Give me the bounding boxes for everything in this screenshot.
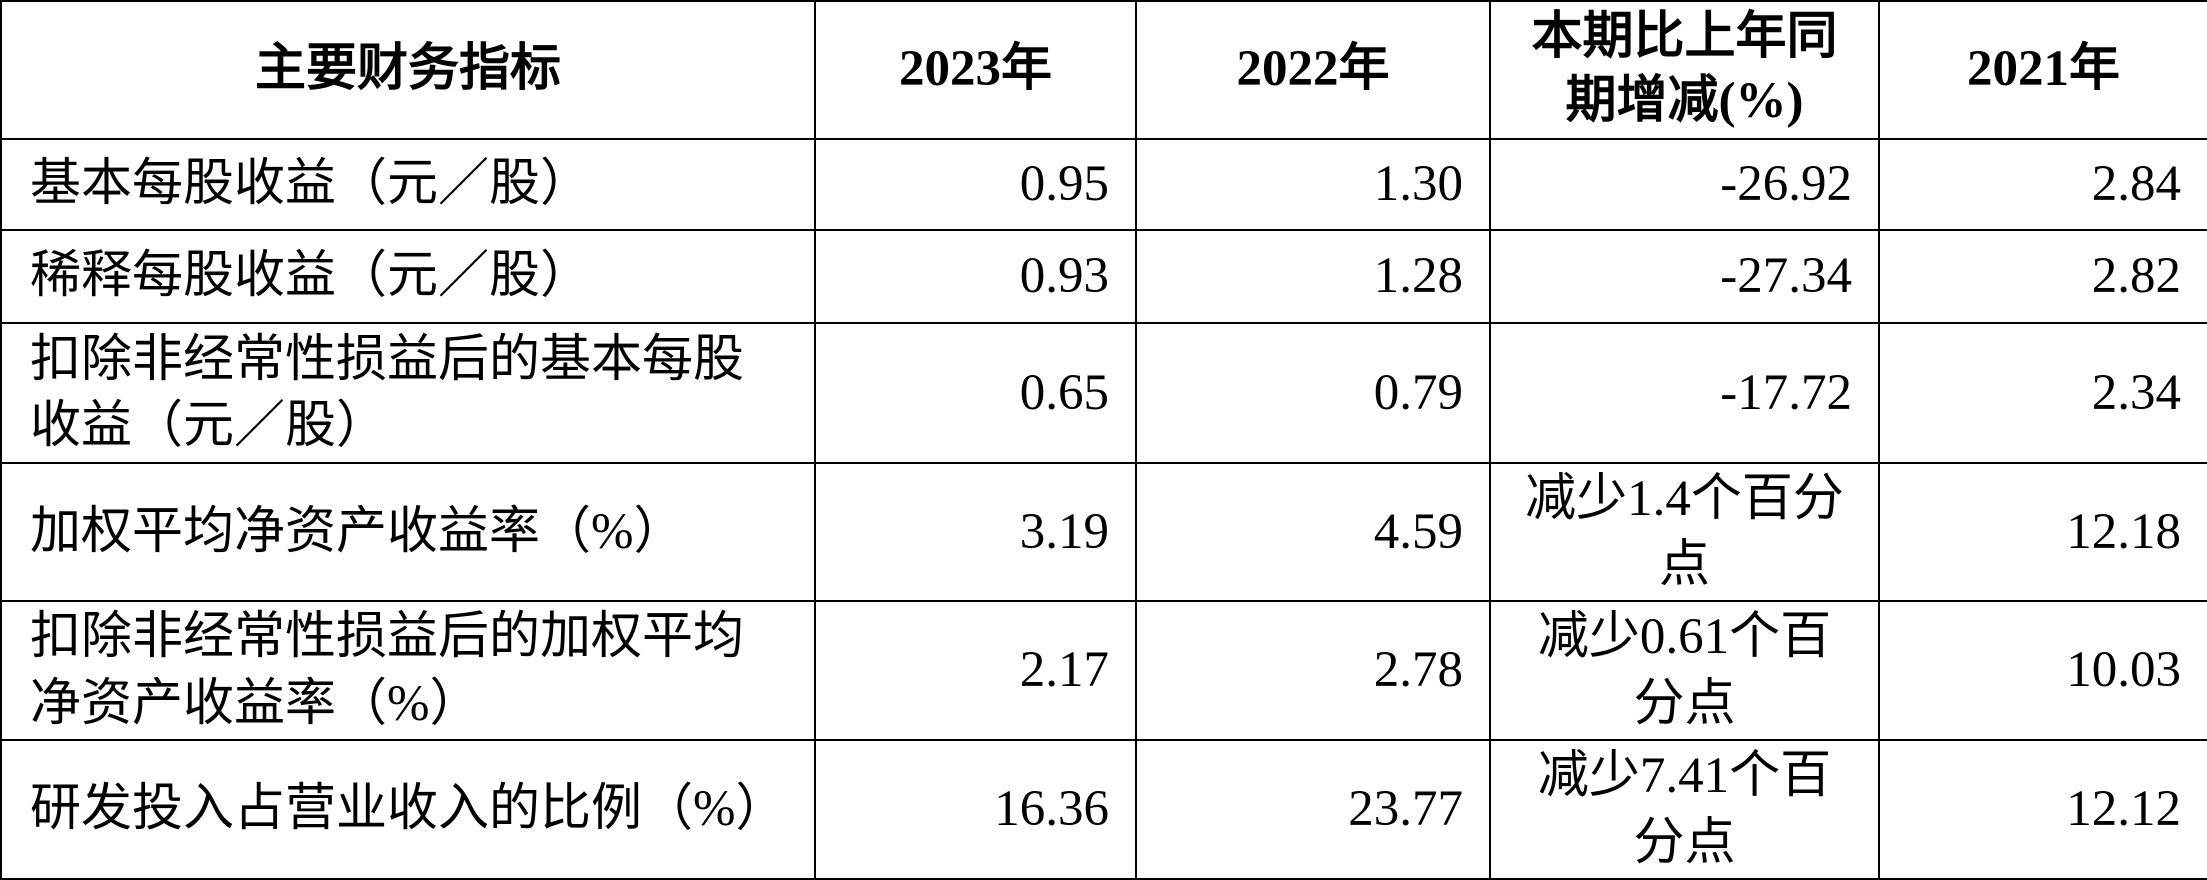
header-cell: 2021年	[1878, 0, 2207, 140]
value-cell: 12.12	[1878, 739, 2207, 880]
indicator-name: 扣除非经常性损益后的加权平均净资产收益率（%）	[0, 600, 816, 741]
indicator-name: 加权平均净资产收益率（%）	[0, 462, 816, 602]
value-cell: 23.77	[1135, 739, 1491, 880]
value-cell: 2.78	[1135, 600, 1491, 741]
value-cell: 减少7.41个百分点	[1489, 739, 1880, 880]
indicator-name: 扣除非经常性损益后的基本每股收益（元／股）	[0, 322, 816, 464]
data-row: 研发投入占营业收入的比例（%） 16.36 23.77 减少7.41个百分点 12.12	[0, 739, 2207, 880]
value-cell: 4.59	[1135, 462, 1491, 602]
header-cell: 2022年	[1135, 0, 1491, 140]
header-cell: 主要财务指标	[0, 0, 816, 140]
value-cell: 2.84	[1878, 138, 2207, 231]
data-row: 基本每股收益（元／股） 0.95 1.30 -26.92 2.84	[0, 138, 2207, 231]
value-cell: 12.18	[1878, 462, 2207, 602]
value-cell: 1.28	[1135, 229, 1491, 324]
value-cell: 0.93	[814, 229, 1137, 324]
value-cell: 减少1.4个百分点	[1489, 462, 1880, 602]
value-cell: 10.03	[1878, 600, 2207, 741]
value-cell: 减少0.61个百分点	[1489, 600, 1880, 741]
value-cell: -17.72	[1489, 322, 1880, 464]
header-row: 主要财务指标 2023年 2022年 本期比上年同期增减(%) 2021年	[0, 0, 2207, 140]
value-cell: 16.36	[814, 739, 1137, 880]
value-cell: 1.30	[1135, 138, 1491, 231]
data-row: 扣除非经常性损益后的加权平均净资产收益率（%） 2.17 2.78 减少0.61个百分…	[0, 600, 2207, 741]
value-cell: 2.34	[1878, 322, 2207, 464]
indicator-name: 基本每股收益（元／股）	[0, 138, 816, 231]
data-row: 加权平均净资产收益率（%） 3.19 4.59 减少1.4个百分点 12.18	[0, 462, 2207, 602]
value-cell: 2.17	[814, 600, 1137, 741]
value-cell: 0.95	[814, 138, 1137, 231]
value-cell: -27.34	[1489, 229, 1880, 324]
header-cell: 2023年	[814, 0, 1137, 140]
header-cell: 本期比上年同期增减(%)	[1489, 0, 1880, 140]
data-row: 稀释每股收益（元／股） 0.93 1.28 -27.34 2.82	[0, 229, 2207, 324]
value-cell: 2.82	[1878, 229, 2207, 324]
indicator-name: 研发投入占营业收入的比例（%）	[0, 739, 816, 880]
value-cell: 3.19	[814, 462, 1137, 602]
value-cell: 0.79	[1135, 322, 1491, 464]
data-row: 扣除非经常性损益后的基本每股收益（元／股） 0.65 0.79 -17.72 2.34	[0, 322, 2207, 464]
indicator-name: 稀释每股收益（元／股）	[0, 229, 816, 324]
value-cell: -26.92	[1489, 138, 1880, 231]
value-cell: 0.65	[814, 322, 1137, 464]
